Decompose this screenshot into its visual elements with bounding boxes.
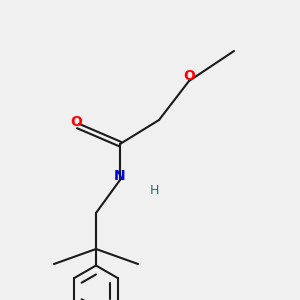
- Text: O: O: [183, 70, 195, 83]
- Text: O: O: [70, 115, 83, 128]
- Text: H: H: [150, 184, 159, 197]
- Text: N: N: [114, 169, 126, 182]
